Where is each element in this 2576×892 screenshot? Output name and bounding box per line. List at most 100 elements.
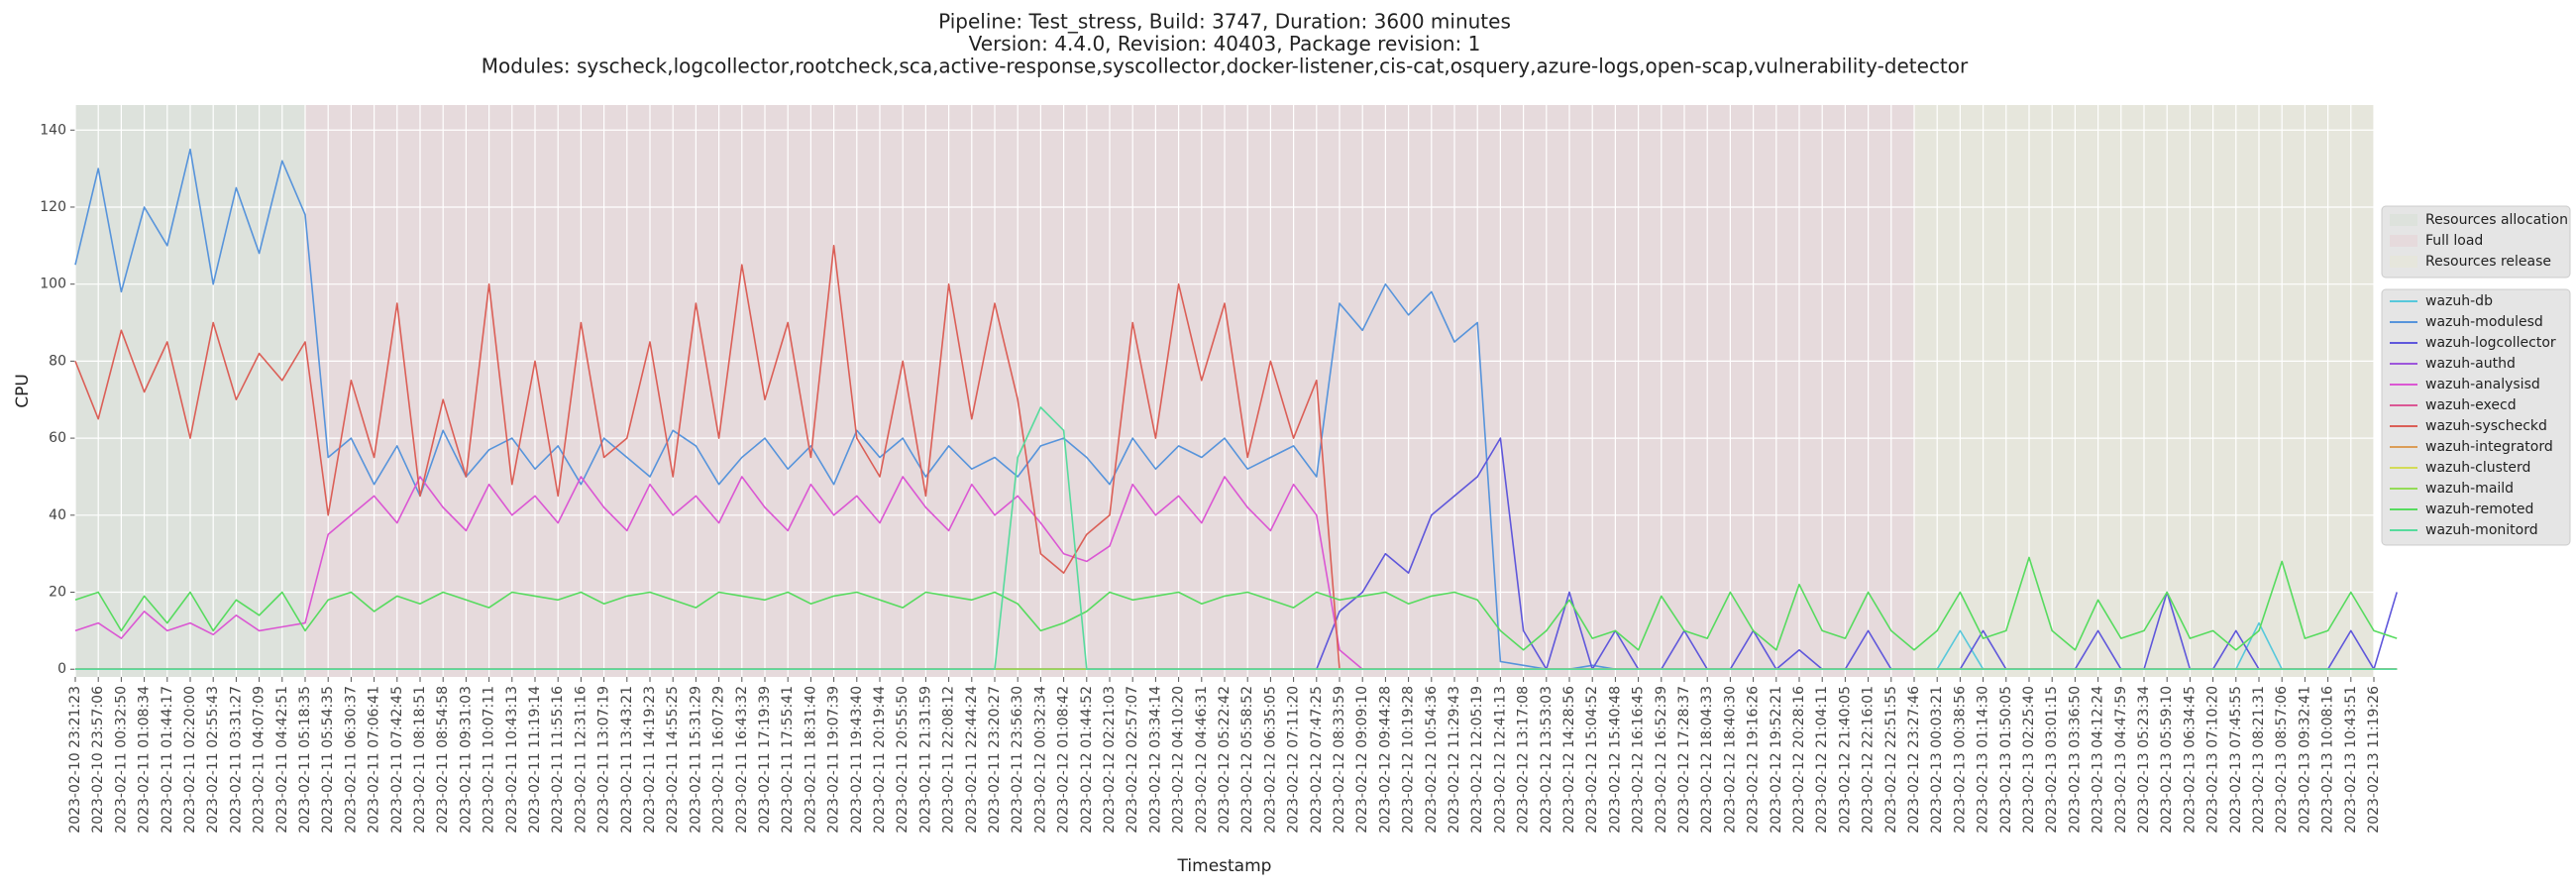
legend-label: wazuh-modulesd — [2425, 314, 2543, 330]
x-tick-label: 2023-02-13 07:10:20 — [2205, 686, 2221, 834]
x-tick-label: 2023-02-12 13:53:03 — [1539, 686, 1555, 834]
x-tick-label: 2023-02-12 12:05:19 — [1469, 686, 1485, 834]
y-tick-label: 60 — [49, 430, 66, 446]
x-tick-label: 2023-02-13 05:59:10 — [2159, 686, 2175, 834]
x-tick-label: 2023-02-12 18:04:33 — [1699, 686, 1715, 834]
series-line — [74, 556, 2398, 651]
x-tick-label: 2023-02-11 23:20:27 — [987, 686, 1003, 834]
legend-swatch — [2390, 235, 2417, 247]
x-tick-label: 2023-02-11 00:32:50 — [113, 686, 129, 834]
x-tick-label: 2023-02-11 19:07:39 — [826, 686, 842, 834]
legend-label: wazuh-syscheckd — [2425, 418, 2547, 434]
x-tick-label: 2023-02-11 11:19:14 — [527, 686, 543, 834]
x-tick-label: 2023-02-12 01:08:42 — [1056, 686, 1072, 834]
x-tick-label: 2023-02-13 09:32:41 — [2297, 686, 2312, 834]
x-tick-label: 2023-02-11 14:55:25 — [665, 686, 681, 834]
x-tick-label: 2023-02-11 13:07:19 — [596, 686, 612, 834]
x-tick-label: 2023-02-11 02:20:00 — [182, 686, 198, 834]
x-tick-label: 2023-02-13 01:14:30 — [1976, 686, 1991, 834]
x-tick-label: 2023-02-11 01:08:34 — [137, 686, 153, 834]
x-tick-label: 2023-02-11 07:06:41 — [367, 686, 382, 834]
legend-box — [2381, 288, 2571, 546]
x-tick-label: 2023-02-11 10:07:11 — [482, 686, 497, 834]
legend-label: wazuh-logcollector — [2425, 335, 2556, 351]
x-tick-label: 2023-02-12 11:29:43 — [1447, 686, 1462, 834]
y-tick-label: 100 — [40, 277, 66, 292]
x-axis-label: Timestamp — [1177, 856, 1272, 876]
x-tick-label: 2023-02-12 07:47:25 — [1309, 686, 1325, 834]
x-tick-label: 2023-02-13 05:23:34 — [2136, 686, 2152, 834]
y-tick-label: 80 — [49, 353, 66, 369]
x-tick-label: 2023-02-12 02:21:03 — [1102, 686, 1118, 834]
x-tick-label: 2023-02-11 19:43:40 — [849, 686, 865, 834]
legend-label: wazuh-clusterd — [2425, 460, 2530, 476]
x-tick-label: 2023-02-12 19:16:26 — [1746, 686, 1762, 834]
chart-title: Modules: syscheck,logcollector,rootcheck… — [482, 55, 1969, 78]
x-tick-label: 2023-02-12 12:41:13 — [1492, 686, 1508, 834]
legend-label: Resources allocation — [2425, 212, 2568, 228]
x-tick-label: 2023-02-12 20:28:16 — [1791, 686, 1807, 834]
x-tick-label: 2023-02-11 10:43:13 — [504, 686, 520, 834]
legend-label: wazuh-db — [2425, 293, 2493, 309]
x-tick-label: 2023-02-11 16:07:29 — [711, 686, 727, 834]
x-tick-label: 2023-02-11 07:42:45 — [389, 686, 405, 834]
x-tick-label: 2023-02-11 12:31:16 — [573, 686, 589, 834]
x-tick-label: 2023-02-12 13:17:08 — [1516, 686, 1532, 834]
x-tick-label: 2023-02-12 22:16:01 — [1861, 686, 1877, 834]
x-tick-label: 2023-02-11 08:54:58 — [435, 686, 451, 834]
x-tick-label: 2023-02-10 23:21:23 — [67, 686, 83, 834]
x-tick-label: 2023-02-13 08:21:31 — [2251, 686, 2267, 834]
x-tick-label: 2023-02-12 02:57:07 — [1125, 686, 1140, 834]
x-tick-label: 2023-02-11 16:43:32 — [734, 686, 750, 834]
x-tick-label: 2023-02-12 16:16:45 — [1631, 686, 1647, 834]
legend-label: Resources release — [2425, 254, 2551, 270]
legend-label: wazuh-integratord — [2425, 439, 2553, 455]
x-tick-label: 2023-02-12 04:10:20 — [1171, 686, 1187, 834]
x-tick-label: 2023-02-11 18:31:40 — [803, 686, 818, 834]
legend-label: wazuh-monitord — [2425, 522, 2538, 538]
series-legend: wazuh-db wazuh-modulesd wazuh-logcollector… — [2381, 288, 2571, 546]
x-tick-label: 2023-02-12 15:40:48 — [1607, 686, 1623, 834]
legend-swatch — [2390, 256, 2417, 268]
x-tick-label: 2023-02-13 08:57:06 — [2274, 686, 2290, 834]
x-tick-label: 2023-02-11 21:31:59 — [917, 686, 933, 834]
legend-swatch — [2390, 214, 2417, 226]
y-tick-label: 120 — [40, 199, 66, 215]
x-tick-label: 2023-02-11 05:54:35 — [320, 686, 336, 834]
x-tick-label: 2023-02-13 01:50:05 — [1998, 686, 2014, 834]
legend-label: Full load — [2425, 233, 2483, 249]
x-tick-label: 2023-02-13 04:47:59 — [2113, 686, 2129, 834]
y-tick-label: 140 — [40, 122, 66, 138]
x-tick-label: 2023-02-11 08:18:51 — [412, 686, 428, 834]
x-tick-label: 2023-02-12 18:40:30 — [1722, 686, 1738, 834]
x-tick-label: 2023-02-12 14:28:56 — [1561, 686, 1577, 834]
x-tick-label: 2023-02-11 05:18:35 — [297, 686, 313, 834]
x-tick-label: 2023-02-13 06:34:45 — [2182, 686, 2198, 834]
x-tick-label: 2023-02-11 01:44:17 — [160, 686, 175, 834]
x-tick-label: 2023-02-12 15:04:52 — [1584, 686, 1600, 834]
phase-legend: Resources allocation Full load Resources r… — [2381, 205, 2571, 279]
x-tick-label: 2023-02-13 02:25:40 — [2021, 686, 2037, 834]
y-tick-label: 40 — [49, 507, 66, 523]
x-tick-label: 2023-02-12 07:11:20 — [1286, 686, 1302, 834]
x-tick-label: 2023-02-13 11:19:26 — [2366, 686, 2382, 834]
x-tick-label: 2023-02-11 13:43:21 — [619, 686, 635, 834]
x-tick-label: 2023-02-12 23:27:46 — [1906, 686, 1922, 834]
x-tick-label: 2023-02-12 21:40:05 — [1837, 686, 1853, 834]
x-tick-label: 2023-02-11 02:55:43 — [205, 686, 221, 834]
x-tick-label: 2023-02-12 16:52:39 — [1654, 686, 1669, 834]
x-tick-label: 2023-02-12 19:52:21 — [1769, 686, 1784, 834]
x-tick-label: 2023-02-12 09:44:28 — [1377, 686, 1393, 834]
chart-title: Version: 4.4.0, Revision: 40403, Package… — [969, 32, 1481, 56]
x-tick-label: 2023-02-11 04:07:09 — [252, 686, 268, 834]
x-tick-label: 2023-02-11 23:56:30 — [1010, 686, 1025, 834]
x-tick-label: 2023-02-11 17:55:41 — [780, 686, 796, 834]
x-tick-label: 2023-02-12 06:35:05 — [1262, 686, 1278, 834]
x-tick-label: 2023-02-12 22:51:55 — [1883, 686, 1899, 834]
x-tick-label: 2023-02-13 03:01:15 — [2044, 686, 2060, 834]
x-tick-label: 2023-02-11 20:19:44 — [872, 686, 888, 834]
x-tick-label: 2023-02-12 10:54:36 — [1424, 686, 1440, 834]
y-tick-label: 20 — [49, 585, 66, 601]
y-axis-label: CPU — [13, 374, 33, 408]
